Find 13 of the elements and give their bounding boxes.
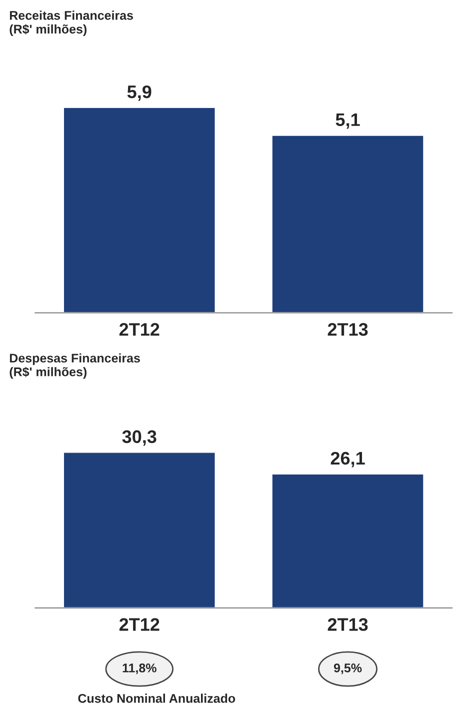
text: 9,5% (334, 664, 362, 674)
text: Custo Nominal Anualizado (78, 694, 236, 703)
text: 11,8% (122, 664, 156, 674)
x-tick-label: 2T13 (328, 618, 368, 631)
x-tick-label: 2T12 (119, 323, 160, 336)
data-label: 5,9 (127, 85, 152, 101)
data-label: 30,3 (122, 430, 156, 446)
x-tick-label: 2T13 (328, 323, 368, 336)
data-label: 26,1 (330, 452, 365, 468)
chart-title: Despesas Financeiras (R$' milhões) (10, 353, 140, 379)
data-label: 5,1 (336, 114, 360, 129)
chart-title: Receitas Financeiras (R$' milhões) (10, 10, 133, 36)
x-tick-label: 2T12 (119, 618, 160, 631)
